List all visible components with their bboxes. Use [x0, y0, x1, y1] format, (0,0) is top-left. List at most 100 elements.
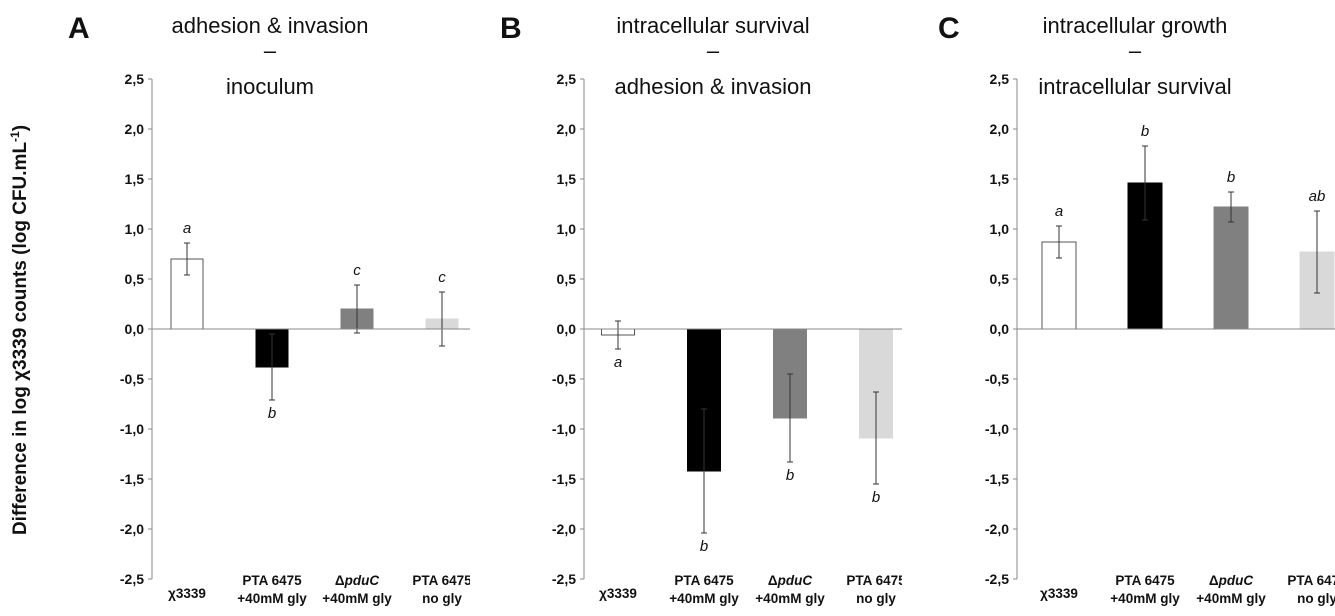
category-label-part: PTA 6475 [1115, 573, 1175, 588]
category-label-part: no gly [1297, 591, 1335, 606]
category-label-part: +40mM gly [1110, 591, 1180, 606]
y-tick-label: -0,5 [552, 371, 576, 387]
significance-letter: b [1141, 123, 1149, 140]
y-tick-label: 2,5 [557, 71, 577, 87]
category-label: +40mM gly [755, 591, 825, 606]
y-tick-label: 1,0 [557, 221, 577, 237]
y-tick-label: -1,5 [985, 471, 1009, 487]
category-label-part: Δ [768, 573, 778, 588]
y-tick-label: -2,0 [120, 521, 144, 537]
category-label-part: +40mM gly [237, 591, 307, 606]
y-axis-label: Difference in log χ3339 counts (log CFU.… [8, 125, 31, 535]
y-tick-label: -2,5 [985, 571, 1009, 587]
category-label-part: PTA 6475 [674, 573, 734, 588]
panel-title-line: – [1129, 38, 1142, 63]
y-axis-label-main: Difference in log χ3339 counts (log CFU.… [10, 142, 31, 535]
category-label: ΔpduC [768, 573, 812, 588]
category-label-part: PTA 6475 [1287, 573, 1335, 588]
category-label: χ3339 [599, 586, 637, 601]
panel-letter: A [68, 12, 90, 45]
category-label: +40mM gly [237, 591, 307, 606]
category-label: PTA 6475 [674, 573, 734, 588]
category-label: +40mM gly [1196, 591, 1266, 606]
category-label: PTA 6475 [242, 573, 302, 588]
significance-letter: a [1055, 203, 1063, 220]
y-tick-label: 1,5 [990, 171, 1010, 187]
category-label: +40mM gly [669, 591, 739, 606]
y-tick-label: -2,0 [985, 521, 1009, 537]
bar [1213, 206, 1249, 330]
category-label-part: χ3339 [168, 586, 206, 601]
category-label: no gly [856, 591, 896, 606]
category-label-part: Δ [335, 573, 345, 588]
y-tick-label: 1,0 [990, 221, 1010, 237]
significance-letter: ab [1309, 188, 1326, 205]
y-axis-label-close: ) [10, 125, 31, 131]
panel-title-line: intracellular growth [1043, 13, 1228, 38]
category-label: +40mM gly [322, 591, 392, 606]
significance-letter: c [353, 262, 361, 279]
category-label-part: +40mM gly [669, 591, 739, 606]
significance-letter: b [268, 405, 276, 422]
category-label-part: +40mM gly [322, 591, 392, 606]
category-label: ΔpduC [1209, 573, 1253, 588]
category-label: χ3339 [168, 586, 206, 601]
category-label-italic: pduC [344, 573, 380, 588]
panel-letter: C [938, 12, 960, 45]
category-label: no gly [1297, 591, 1335, 606]
significance-letter: b [872, 489, 880, 506]
panel-letter: B [500, 12, 522, 45]
y-tick-label: 2,0 [557, 121, 577, 137]
y-tick-label: 2,0 [125, 121, 145, 137]
y-tick-label: 0,5 [125, 271, 145, 287]
y-tick-label: -1,0 [552, 421, 576, 437]
y-tick-label: -2,5 [120, 571, 144, 587]
panel-title-line: – [264, 38, 277, 63]
significance-letter: b [1227, 169, 1235, 186]
category-label-part: χ3339 [599, 586, 637, 601]
y-tick-label: 2,0 [990, 121, 1010, 137]
panel-title-line: intracellular survival [1038, 74, 1231, 99]
category-label: ΔpduC [335, 573, 379, 588]
category-label-part: PTA 6475 [242, 573, 302, 588]
category-label-part: +40mM gly [755, 591, 825, 606]
category-label-part: PTA 6475 [846, 573, 902, 588]
panel-title-line: inoculum [226, 74, 314, 99]
category-label: PTA 6475 [1115, 573, 1175, 588]
category-label-part: +40mM gly [1196, 591, 1266, 606]
y-axis-label-text: Difference in log χ3339 counts (log CFU.… [8, 125, 31, 535]
significance-letter: a [183, 220, 191, 237]
y-tick-label: -0,5 [985, 371, 1009, 387]
category-label: no gly [422, 591, 462, 606]
significance-letter: a [614, 354, 622, 371]
category-label-part: χ3339 [1040, 586, 1078, 601]
category-label: PTA 6475 [1287, 573, 1335, 588]
category-label-part: Δ [1209, 573, 1219, 588]
significance-letter: b [700, 538, 708, 555]
y-axis-label-sup: -1 [8, 131, 22, 142]
category-label: χ3339 [1040, 586, 1078, 601]
y-tick-label: 0,5 [990, 271, 1010, 287]
category-label-part: PTA 6475 [412, 573, 470, 588]
category-label: +40mM gly [1110, 591, 1180, 606]
y-tick-label: -1,5 [552, 471, 576, 487]
y-tick-label: -1,0 [120, 421, 144, 437]
category-label: PTA 6475 [846, 573, 902, 588]
y-tick-label: 0,0 [125, 321, 145, 337]
category-label-italic: pduC [777, 573, 813, 588]
category-label-part: no gly [422, 591, 462, 606]
significance-letter: c [438, 269, 446, 286]
y-tick-label: 1,5 [557, 171, 577, 187]
y-tick-label: -2,0 [552, 521, 576, 537]
significance-letter: b [786, 467, 794, 484]
y-tick-label: 0,0 [557, 321, 577, 337]
y-tick-label: 0,5 [557, 271, 577, 287]
category-label-part: no gly [856, 591, 896, 606]
panel-title-line: adhesion & invasion [172, 13, 369, 38]
y-tick-label: 1,0 [125, 221, 145, 237]
